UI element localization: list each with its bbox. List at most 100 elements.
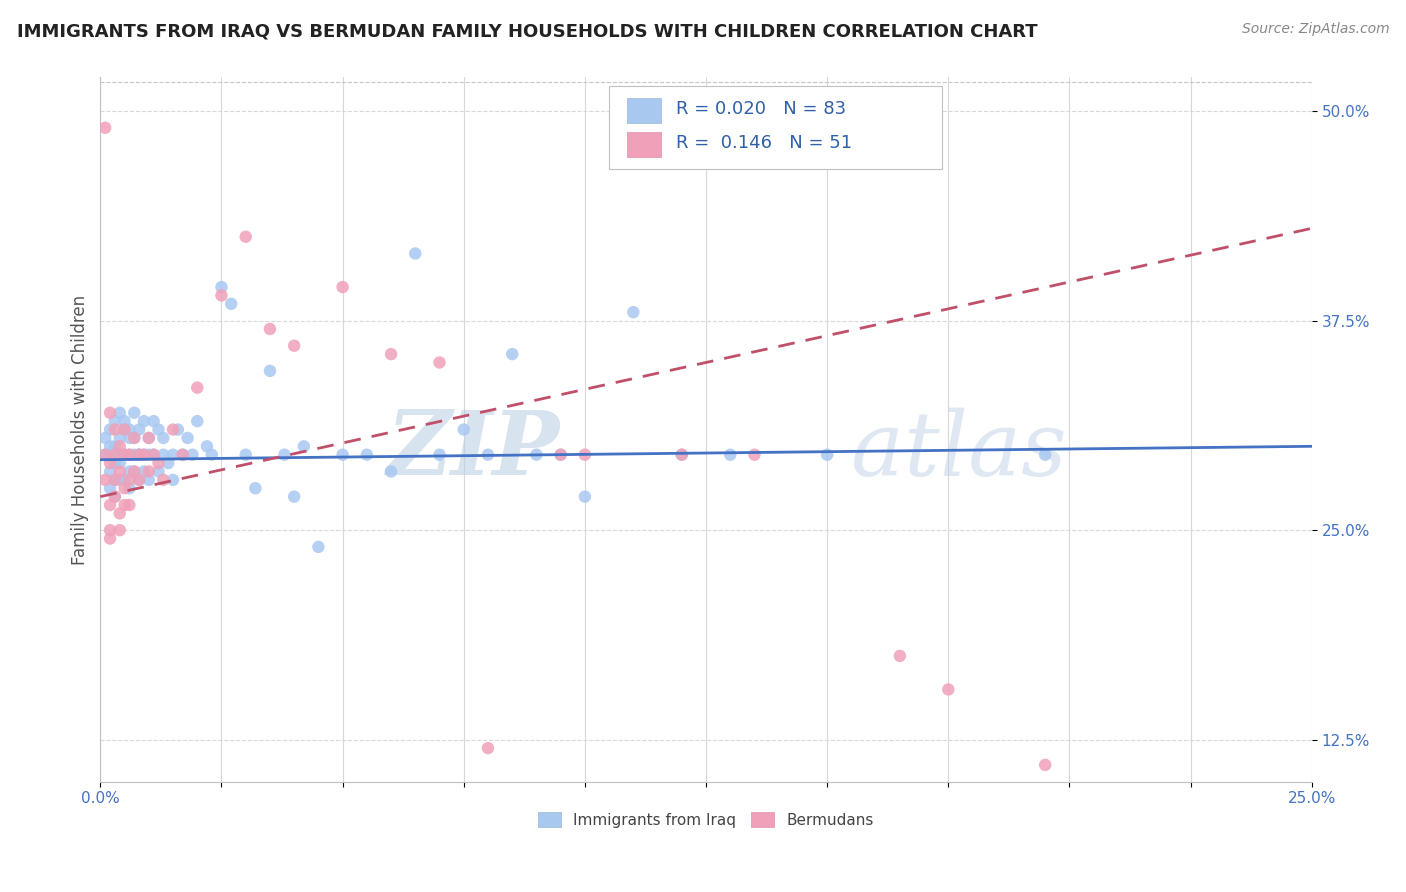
Point (118, 465, 141, 479)
Point (477, 741, 499, 756)
Point (283, 490, 305, 504)
Point (307, 540, 329, 554)
Point (273, 448, 295, 462)
Point (132, 414, 155, 428)
Point (98, 532, 121, 546)
Point (142, 414, 165, 428)
Point (108, 507, 131, 521)
Point (114, 448, 136, 462)
Point (94, 448, 117, 462)
Point (98, 523, 121, 537)
Point (219, 297, 242, 311)
Point (477, 448, 499, 462)
Point (186, 381, 208, 395)
Point (128, 473, 150, 487)
Point (128, 448, 150, 462)
Point (138, 465, 160, 479)
Point (128, 448, 150, 462)
Point (501, 347, 523, 361)
Point (550, 448, 572, 462)
Point (429, 448, 451, 462)
Point (114, 448, 136, 462)
Point (118, 448, 141, 462)
Point (108, 523, 131, 537)
Point (936, 682, 959, 697)
Bar (627, 98, 661, 123)
Point (132, 448, 155, 462)
Point (114, 498, 136, 512)
Point (574, 448, 596, 462)
Point (114, 473, 136, 487)
Point (118, 473, 141, 487)
Point (186, 414, 208, 428)
Point (108, 448, 131, 462)
Point (162, 473, 184, 487)
FancyBboxPatch shape (609, 86, 942, 169)
Point (118, 481, 141, 495)
Point (104, 456, 127, 470)
Point (1033, 758, 1056, 772)
Point (235, 229, 257, 244)
Point (621, 305, 644, 319)
Point (172, 448, 194, 462)
Point (104, 473, 127, 487)
Point (138, 431, 160, 445)
Point (332, 280, 354, 294)
Point (114, 423, 136, 437)
Point (283, 339, 305, 353)
Point (142, 448, 165, 462)
Point (104, 423, 127, 437)
Point (114, 423, 136, 437)
Point (118, 498, 141, 512)
Point (889, 648, 911, 663)
Point (181, 448, 204, 462)
Point (114, 481, 136, 495)
Point (94, 448, 117, 462)
Point (718, 448, 741, 462)
Point (108, 473, 131, 487)
Text: atlas: atlas (852, 408, 1067, 494)
Point (104, 448, 127, 462)
Text: IMMIGRANTS FROM IRAQ VS BERMUDAN FAMILY HOUSEHOLDS WITH CHILDREN CORRELATION CHA: IMMIGRANTS FROM IRAQ VS BERMUDAN FAMILY … (17, 22, 1038, 40)
Point (104, 490, 127, 504)
Point (108, 456, 131, 470)
Point (292, 439, 315, 453)
Point (104, 439, 127, 453)
Point (195, 439, 218, 453)
Point (98, 465, 121, 479)
Point (138, 448, 160, 462)
Point (148, 456, 170, 470)
Point (142, 448, 165, 462)
Point (98, 439, 121, 453)
Point (132, 465, 155, 479)
Point (380, 347, 402, 361)
Point (671, 448, 693, 462)
Point (201, 448, 224, 462)
Point (671, 448, 693, 462)
Point (98, 423, 121, 437)
Point (1033, 448, 1056, 462)
Point (404, 246, 426, 260)
Text: Source: ZipAtlas.com: Source: ZipAtlas.com (1241, 22, 1389, 37)
Point (114, 448, 136, 462)
Point (98, 406, 121, 420)
Point (114, 414, 136, 428)
Point (128, 423, 150, 437)
Y-axis label: Family Households with Children: Family Households with Children (72, 294, 89, 565)
Point (98, 481, 121, 495)
Point (108, 406, 131, 420)
Text: R = 0.020   N = 83: R = 0.020 N = 83 (676, 100, 846, 118)
Point (118, 423, 141, 437)
Point (356, 448, 378, 462)
Point (122, 431, 145, 445)
Point (211, 288, 233, 302)
Text: R =  0.146   N = 51: R = 0.146 N = 51 (676, 134, 852, 152)
Point (815, 448, 838, 462)
Point (526, 448, 548, 462)
Point (157, 456, 180, 470)
Point (744, 448, 766, 462)
Point (132, 448, 155, 462)
Point (138, 431, 160, 445)
Point (453, 423, 475, 437)
Point (152, 431, 174, 445)
